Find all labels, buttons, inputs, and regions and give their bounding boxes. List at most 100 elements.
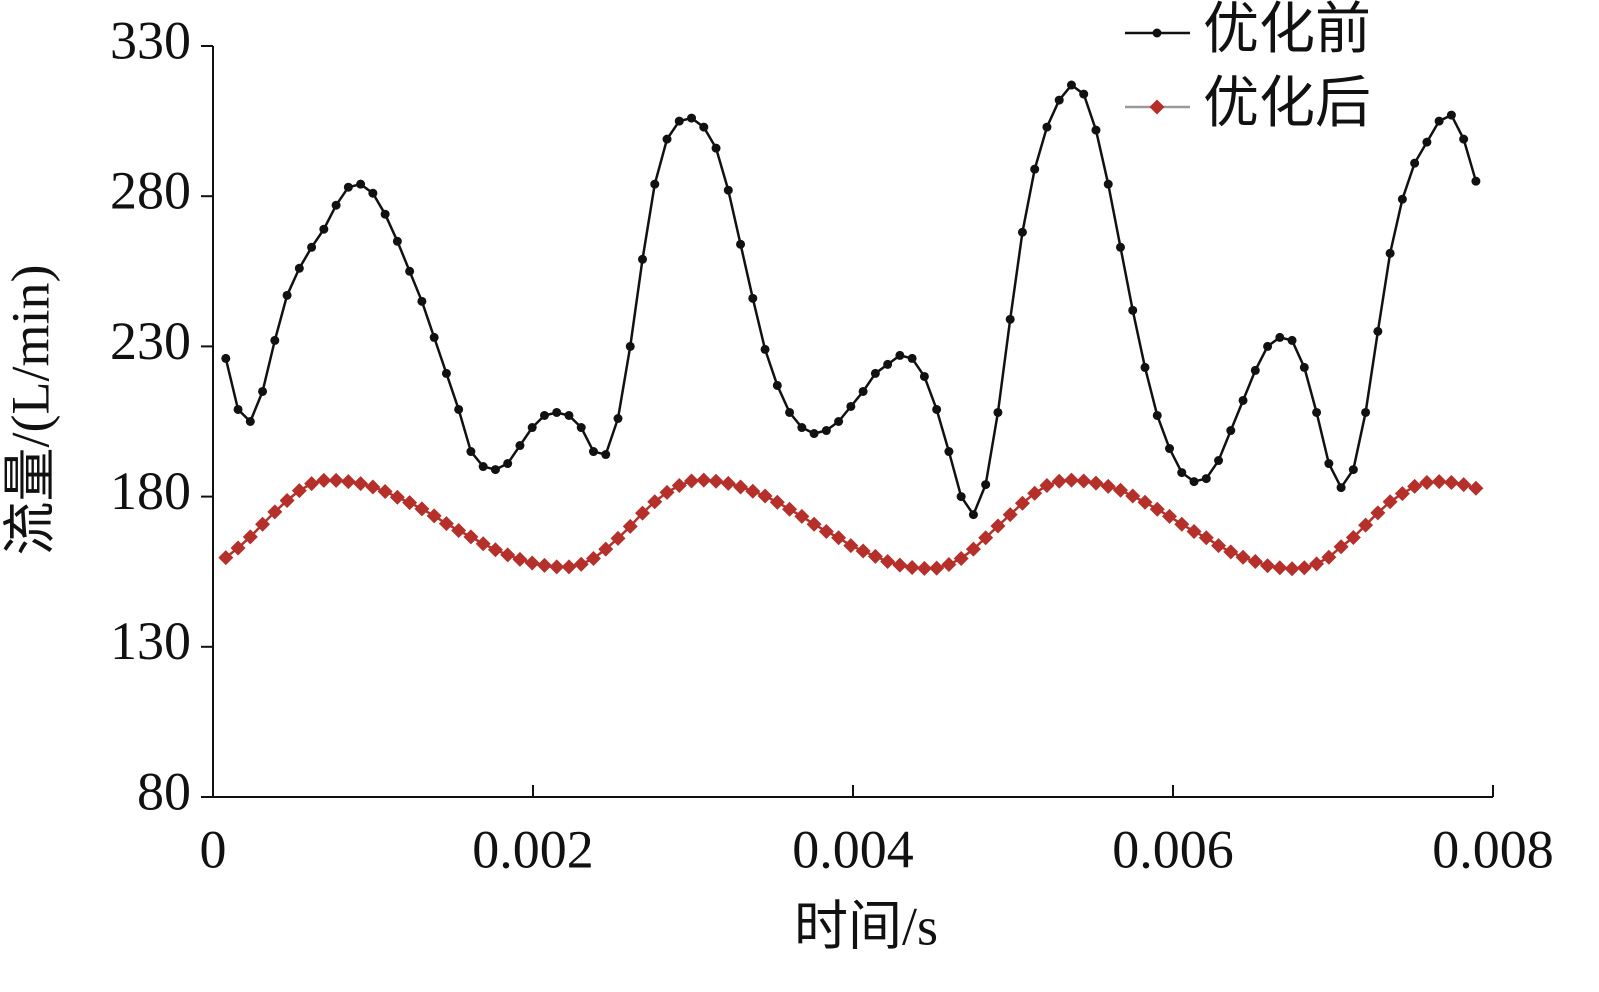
data-point (1263, 341, 1273, 351)
data-point (319, 224, 329, 234)
data-point (282, 290, 292, 300)
data-point (258, 386, 268, 396)
data-point (1027, 485, 1043, 501)
data-point (1358, 517, 1374, 533)
data-point (454, 404, 464, 414)
data-point (1238, 395, 1248, 405)
data-point (622, 518, 638, 534)
data-point (1088, 475, 1104, 491)
data-point (1260, 558, 1276, 574)
y-tick-label: 230 (110, 311, 191, 371)
data-point (1137, 494, 1153, 510)
data-point (1235, 549, 1251, 565)
data-point (438, 516, 454, 532)
data-point (365, 479, 381, 495)
data-point (1103, 179, 1113, 189)
data-point (1397, 194, 1407, 204)
data-point (304, 476, 320, 492)
data-point (1373, 326, 1383, 336)
data-point (1152, 410, 1162, 420)
data-point (1299, 362, 1309, 372)
data-point (650, 179, 660, 189)
data-point (880, 553, 896, 569)
data-point (1002, 507, 1018, 523)
data-point (769, 494, 785, 510)
data-point (1039, 477, 1055, 493)
data-point (1370, 505, 1386, 521)
data-point (340, 474, 356, 490)
data-point (515, 441, 525, 451)
data-point (1407, 478, 1423, 494)
data-point (855, 543, 871, 559)
data-point (1014, 495, 1030, 511)
data-point (1250, 365, 1260, 375)
data-point (846, 401, 856, 411)
legend-marker (1149, 99, 1165, 115)
data-point (993, 407, 1003, 417)
data-point (255, 516, 271, 532)
data-point (711, 143, 721, 153)
data-point (1321, 549, 1337, 565)
data-point (659, 484, 675, 500)
data-point (573, 556, 589, 572)
data-point (585, 550, 601, 566)
data-point (956, 492, 966, 502)
data-point (478, 462, 488, 472)
data-point (990, 518, 1006, 534)
data-point (1177, 468, 1187, 478)
data-point (561, 559, 577, 575)
legend-label: 优化后 (1203, 73, 1371, 135)
data-point (1348, 465, 1358, 475)
data-point (1149, 501, 1165, 517)
x-tick-label: 0.008 (1432, 819, 1554, 879)
data-point (1174, 516, 1190, 532)
data-point (929, 560, 945, 576)
data-point (328, 472, 344, 488)
data-point (638, 254, 648, 264)
data-point (536, 557, 552, 573)
data-point (1272, 560, 1288, 576)
data-point (892, 557, 908, 573)
x-axis-title: 时间/s (794, 896, 938, 956)
data-point (1115, 242, 1125, 252)
data-point (512, 551, 528, 567)
data-point (733, 479, 749, 495)
data-point (806, 516, 822, 532)
data-point (1140, 362, 1150, 372)
data-point (356, 179, 366, 189)
data-point (1051, 473, 1067, 489)
data-point (1112, 482, 1128, 498)
data-point (647, 494, 663, 510)
data-point (1125, 488, 1141, 504)
data-point (1287, 335, 1297, 345)
data-point (368, 188, 378, 198)
data-point (831, 530, 847, 546)
y-tick-label: 330 (110, 10, 191, 70)
data-point (1066, 80, 1076, 90)
data-point (1079, 89, 1089, 99)
x-tick-label: 0.002 (472, 819, 594, 879)
data-point (720, 475, 736, 491)
y-tick-label: 130 (110, 611, 191, 671)
data-point (380, 209, 390, 219)
data-point (613, 413, 623, 423)
data-point (598, 541, 614, 557)
data-point (782, 501, 798, 517)
data-point (1443, 474, 1459, 490)
data-point (1042, 122, 1052, 132)
data-point (1456, 477, 1472, 493)
data-point (821, 426, 831, 436)
data-point (1100, 478, 1116, 494)
data-point (895, 350, 905, 360)
data-point (1324, 459, 1334, 469)
data-point (883, 359, 893, 369)
data-point (1189, 477, 1199, 487)
data-point (353, 476, 369, 492)
data-point (564, 410, 574, 420)
data-point (1005, 314, 1015, 324)
data-point (610, 530, 626, 546)
data-point (1162, 508, 1178, 524)
data-point (843, 538, 859, 554)
series-line (225, 478, 1477, 570)
data-point (270, 335, 280, 345)
